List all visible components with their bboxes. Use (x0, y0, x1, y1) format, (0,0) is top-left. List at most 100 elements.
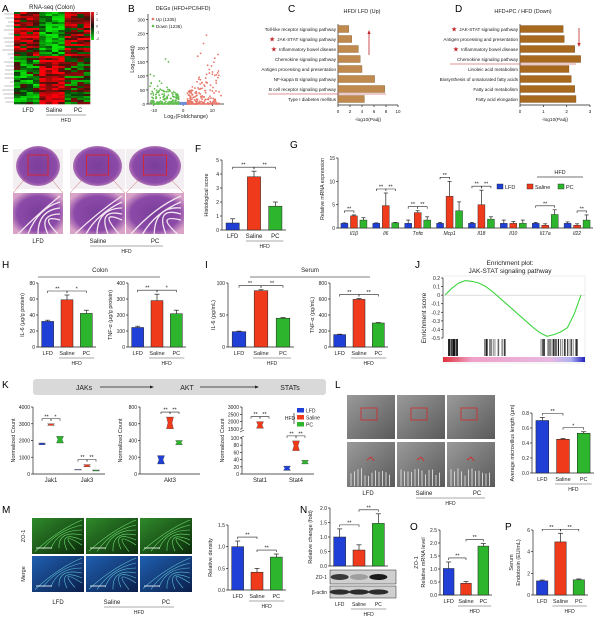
y-tick-label: 0 (134, 472, 137, 478)
heatmap-cell (77, 34, 84, 37)
heatmap-cell (20, 80, 27, 83)
heatmap-cell (26, 88, 34, 91)
point-down (159, 102, 161, 105)
significance-bracket (439, 177, 450, 180)
heatmap-cell (39, 32, 46, 35)
heatmap-cell (77, 98, 84, 101)
panel-label-D: D (455, 4, 462, 15)
y-tick-label: 0.2 (522, 456, 529, 462)
significance-bracket (562, 427, 584, 430)
heatmap-cell (64, 38, 72, 41)
category-label: PC (580, 477, 588, 483)
row-label: ZO-1 (21, 530, 27, 543)
heatmap-cell (52, 34, 59, 37)
point-up (209, 100, 212, 103)
heatmap-cell (58, 76, 65, 79)
heatmap-cell (14, 96, 21, 99)
significance-label: ** (388, 185, 393, 191)
category-label: Saline (104, 600, 121, 606)
significance-bracket (86, 459, 97, 462)
heatmap-cell (20, 22, 27, 25)
merge-image (32, 556, 84, 592)
heatmap-cell (14, 94, 21, 97)
heatmap-cell (83, 14, 91, 17)
point-down (159, 88, 162, 91)
heatmap-cell (45, 50, 53, 53)
x-tick-label: 1 (542, 109, 545, 114)
heatmap-cell (64, 74, 72, 77)
pathway-label: Antigen processing and presentation (261, 67, 336, 72)
heatmap-cell (71, 70, 78, 73)
arrow-right-icon (150, 385, 154, 389)
heatmap-cell (20, 36, 27, 39)
y-tick-label: 4 (216, 172, 219, 178)
heatmap-cell (14, 60, 21, 63)
y-tick-label: 1500 (228, 427, 239, 433)
bar-lfd (231, 331, 247, 348)
heatmap-cell (52, 48, 59, 51)
heatmap-cell (26, 86, 34, 89)
x-tick-label: 2 (349, 109, 352, 114)
heatmap-cell (26, 76, 34, 79)
heatmap-cell (71, 20, 78, 23)
heatmap-cell (39, 96, 46, 99)
significance-bracket (542, 413, 564, 416)
box-saline (292, 440, 300, 451)
heatmap-cell (83, 90, 91, 93)
bar-saline (460, 583, 472, 596)
heatmap-cell (45, 94, 53, 97)
significance-label: ** (473, 535, 478, 541)
red-arrow-icon (366, 456, 375, 462)
heatmap-cell (58, 40, 65, 43)
heatmap-cell (52, 62, 59, 65)
heatmap-cell (20, 74, 27, 77)
heatmap-cell (26, 92, 34, 95)
y-tick-label: 0.8 (522, 411, 529, 417)
point-down (172, 99, 175, 102)
heatmap-cell (58, 24, 65, 27)
x-tick-label: 0 (182, 108, 185, 113)
bar-lfd (531, 223, 540, 229)
point-down (152, 92, 154, 95)
heatmap-cell (58, 46, 65, 49)
point-down (151, 90, 154, 93)
heatmap-cell (64, 82, 72, 85)
bar-lfd (563, 223, 572, 229)
point-up (213, 101, 216, 104)
heatmap-cell (26, 46, 34, 49)
heatmap-cell (71, 16, 78, 19)
heatmap-cell (52, 52, 59, 55)
heatmap-cell (77, 74, 84, 77)
point-up (213, 57, 216, 60)
heatmap-cell (52, 70, 59, 73)
pathway-label: JAK-STAT signaling pathway (277, 37, 336, 42)
heatmap-cell (83, 60, 91, 63)
heatmap-cell (33, 24, 40, 27)
bar-lfd (436, 223, 444, 229)
heatmap-cell (58, 92, 65, 95)
y-tick-label: 0.5 (320, 550, 327, 556)
point-up (215, 79, 218, 82)
point-up (197, 78, 200, 80)
heatmap-cell (33, 92, 40, 95)
section-header: Serum (301, 268, 319, 274)
heatmap-cell (58, 34, 65, 37)
significance-label: ** (163, 408, 168, 414)
point-up (195, 90, 198, 93)
heatmap-cell (14, 98, 21, 101)
heatmap-cell (52, 58, 59, 61)
heatmap-cell (33, 94, 40, 97)
point-up (197, 87, 199, 89)
point-down (175, 96, 178, 99)
scale-tick: 1 (96, 18, 98, 22)
heatmap-cell (45, 74, 53, 77)
heatmap-cell (20, 38, 27, 41)
heatmap-cell (83, 26, 91, 29)
y-tick-label: 1000 (19, 455, 30, 461)
hfd-group-label: HFD (565, 609, 576, 615)
heatmap-cell (14, 86, 21, 89)
heatmap-cell (33, 42, 40, 45)
heatmap-cell (14, 46, 21, 49)
point-down (166, 95, 169, 98)
hfd-group-label: HFD (134, 610, 145, 616)
